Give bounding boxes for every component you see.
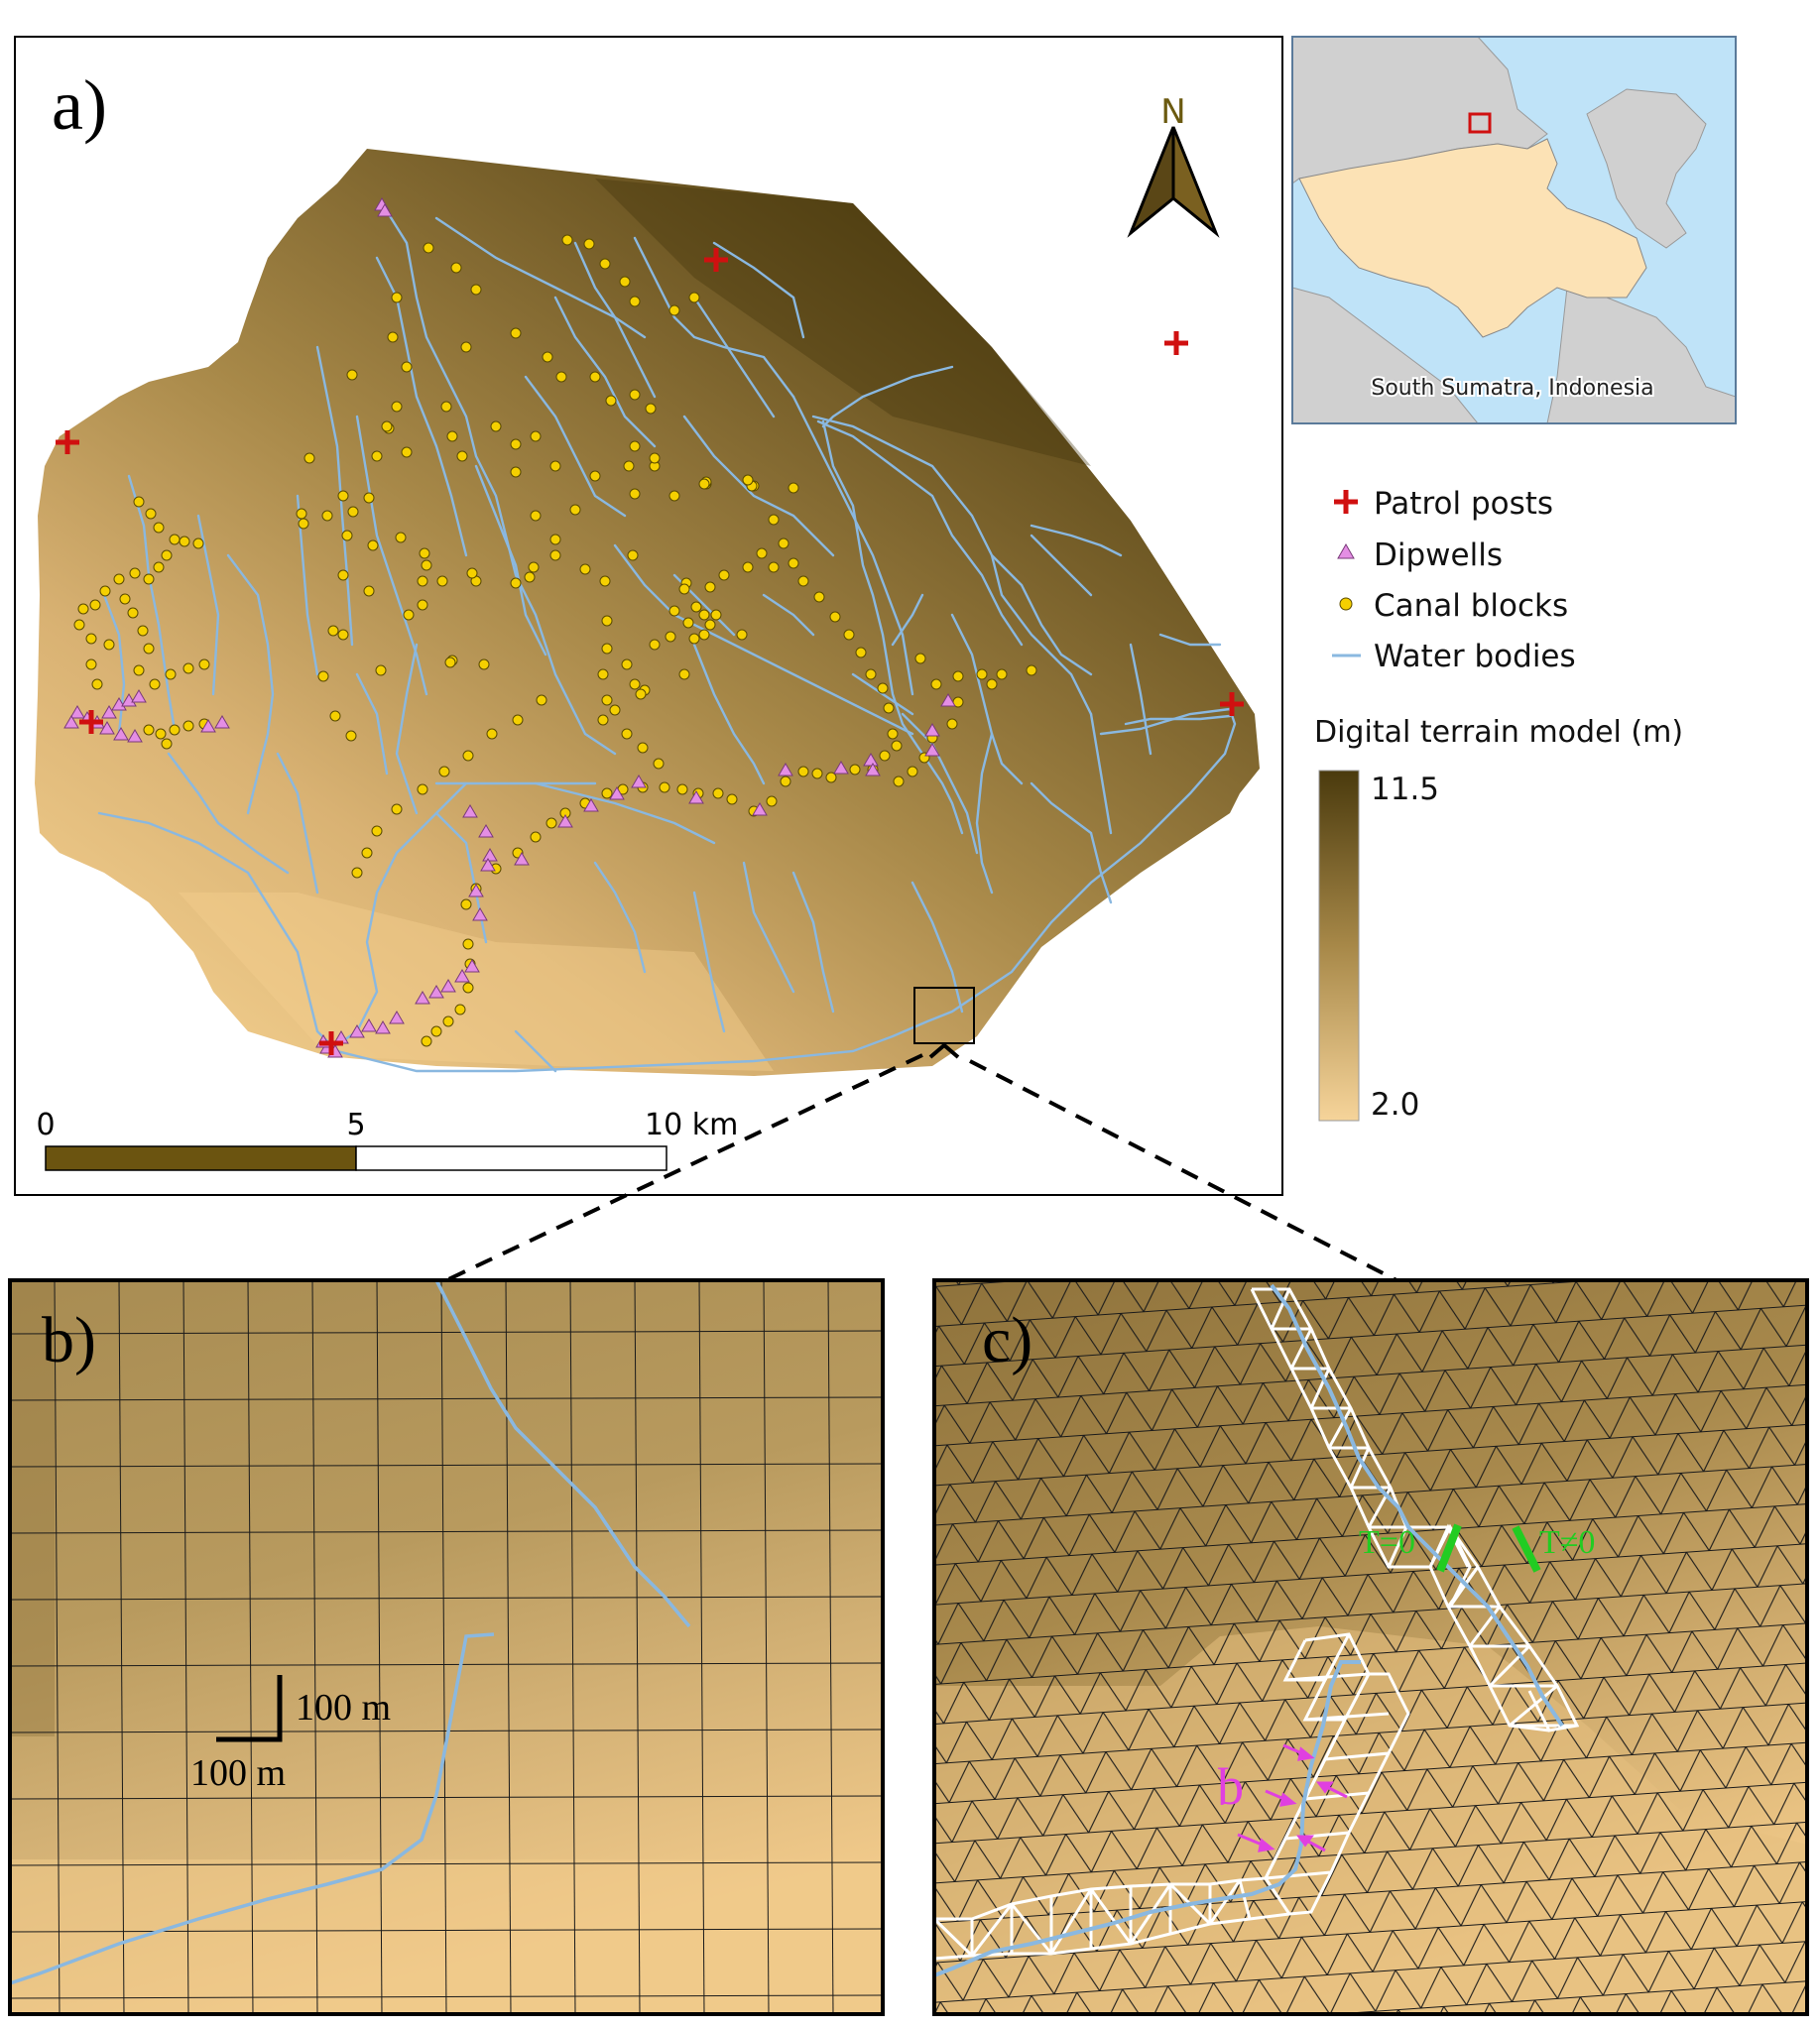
inset-other-land-3 — [1546, 287, 1736, 423]
zoom-pointer — [928, 1042, 960, 1059]
legend: Patrol posts Dipwells Canal blocks Water… — [1332, 486, 1576, 674]
panel-b-grid — [10, 1280, 883, 2014]
colorbar-ramp — [1318, 770, 1360, 1122]
legend-canal-block-icon — [1339, 597, 1353, 611]
terrain-shade-ne — [595, 179, 1091, 466]
legend-water-label: Water bodies — [1374, 639, 1576, 674]
panel-c-q-label: q — [1217, 1767, 1244, 1827]
panel-b-scalebar — [216, 1675, 283, 1742]
panel-b-frame — [8, 1278, 885, 2016]
inset-map: South Sumatra, Indonesia — [1291, 36, 1737, 424]
inset-south-sumatra — [1298, 138, 1647, 338]
panel-c: T=0 T≠0 q c) — [932, 1278, 1809, 2016]
panel-b-label: b) — [42, 1304, 96, 1376]
panel-c-canal-cells-lower — [934, 1632, 1410, 1961]
canal-blocks — [73, 234, 1037, 1047]
inset-label: South Sumatra, Indonesia — [1371, 376, 1653, 401]
panel-b-patch-left — [10, 1280, 55, 1736]
panel-c-stream-upper — [1270, 1283, 1564, 1728]
panel-c-t-nonzero-label: T≠0 — [1539, 1524, 1595, 1561]
colorbar-min: 2.0 — [1371, 1087, 1419, 1123]
inset-study-box — [1468, 112, 1492, 134]
legend-patrol-icon — [1334, 490, 1358, 514]
panel-c-t-zero-label: T=0 — [1359, 1524, 1415, 1561]
panel-a: N a) 0 5 10 km — [14, 36, 1283, 1196]
study-area-terrain — [35, 149, 1260, 1076]
scale-tick-10: 10 km — [645, 1108, 738, 1142]
terrain-shade-sw — [179, 893, 774, 1071]
colorbar-max: 11.5 — [1371, 772, 1439, 807]
panel-c-stream-lower — [934, 1660, 1361, 1977]
panel-b-stream-lower — [10, 1632, 495, 1985]
legend-patrol-label: Patrol posts — [1374, 486, 1553, 522]
patrol-posts — [56, 248, 1244, 1055]
panel-b-scale-v: 100 m — [296, 1687, 391, 1729]
scale-tick-5: 5 — [346, 1108, 365, 1142]
north-arrow — [1127, 126, 1220, 238]
colorbar: Digital terrain model (m) 11.5 2.0 — [1314, 715, 1683, 1123]
panel-b: 100 m 100 m b) — [8, 1278, 885, 2016]
panel-b-scale-h: 100 m — [190, 1752, 286, 1794]
inset-island — [1586, 88, 1707, 249]
inset-other-land-2 — [1292, 287, 1479, 423]
legend-dipwell-label: Dipwells — [1374, 537, 1503, 573]
zoom-connectors — [443, 1053, 1399, 1283]
panel-c-label: c) — [982, 1304, 1032, 1376]
panel-c-t-zero-edge — [1436, 1523, 1462, 1573]
panel-c-q-arrows — [1237, 1743, 1348, 1852]
scale-tick-0: 0 — [36, 1108, 55, 1142]
panel-b-stream-upper — [434, 1280, 691, 1628]
legend-canal-block-label: Canal blocks — [1374, 588, 1568, 624]
scale-bar: 0 5 10 km — [36, 1108, 738, 1171]
legend-dipwell-icon — [1337, 542, 1355, 559]
panel-c-t-nonzero-edge — [1512, 1525, 1541, 1573]
north-label: N — [1160, 92, 1185, 132]
panel-a-label: a) — [52, 65, 107, 145]
panel-c-frame — [932, 1278, 1809, 2016]
colorbar-title: Digital terrain model (m) — [1314, 715, 1683, 750]
panel-c-canal-cells-upper — [1250, 1287, 1580, 1732]
